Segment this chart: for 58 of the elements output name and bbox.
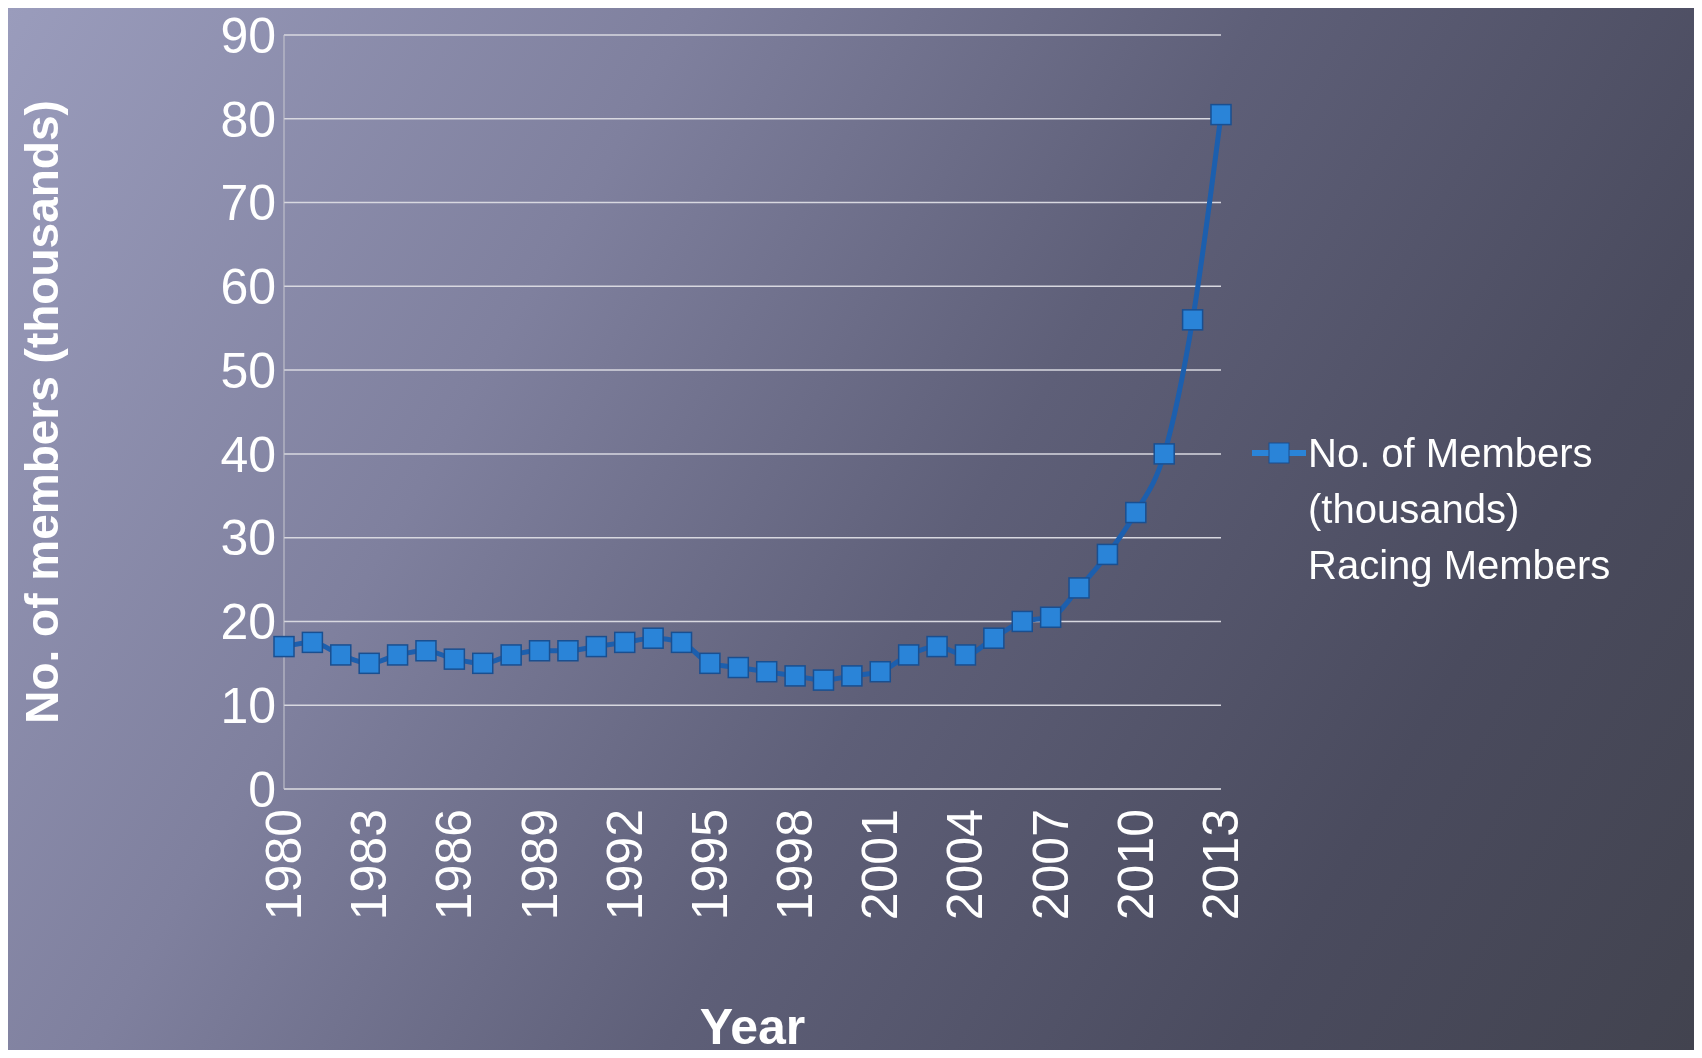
x-tick-label: 2013 bbox=[1193, 809, 1249, 921]
y-tick-label: 80 bbox=[220, 91, 276, 148]
y-axis-title: No. of members (thousands) bbox=[16, 100, 69, 724]
point bbox=[386, 644, 409, 666]
x-tick-label: 1983 bbox=[341, 809, 398, 921]
x-tick-label: 2004 bbox=[937, 809, 994, 921]
point bbox=[699, 652, 721, 675]
x-tick-label: 1998 bbox=[767, 809, 824, 921]
point bbox=[1153, 443, 1175, 465]
point bbox=[1039, 606, 1062, 629]
y-tick-label: 20 bbox=[220, 594, 276, 651]
point bbox=[358, 652, 380, 675]
point bbox=[273, 635, 295, 658]
point bbox=[983, 627, 1005, 649]
y-tick-label: 90 bbox=[220, 7, 276, 64]
point bbox=[1096, 543, 1119, 566]
point bbox=[472, 652, 494, 675]
point bbox=[784, 665, 806, 687]
y-tick-label: 70 bbox=[220, 175, 276, 232]
x-tick-label: 2007 bbox=[1022, 809, 1079, 921]
y-tick-label: 50 bbox=[220, 342, 276, 399]
y-tick-label: 10 bbox=[220, 677, 276, 734]
point bbox=[869, 660, 892, 683]
point bbox=[812, 669, 835, 691]
point bbox=[670, 631, 693, 654]
legend-label: No. of Members (thousands) bbox=[1308, 430, 1594, 533]
x-tick-label: 1986 bbox=[426, 809, 483, 921]
point bbox=[954, 644, 977, 666]
x-axis-title: Year bbox=[699, 999, 806, 1055]
point bbox=[415, 640, 437, 662]
y-tick-label: 30 bbox=[220, 510, 276, 567]
point bbox=[642, 627, 664, 649]
point bbox=[1210, 103, 1232, 126]
x-tick-label: 1989 bbox=[511, 809, 568, 921]
point bbox=[755, 660, 778, 683]
point bbox=[330, 644, 352, 666]
point bbox=[1181, 309, 1204, 331]
point bbox=[585, 635, 608, 658]
y-tick-label: 60 bbox=[220, 259, 276, 316]
point bbox=[1125, 501, 1147, 524]
point bbox=[1068, 577, 1090, 599]
point bbox=[528, 640, 551, 662]
y-tick-label: 40 bbox=[220, 426, 276, 483]
x-tick-label: 1992 bbox=[596, 809, 653, 921]
point bbox=[1011, 610, 1033, 633]
point bbox=[897, 644, 920, 666]
x-tick-label: 1995 bbox=[681, 809, 738, 921]
x-tick-label: 2010 bbox=[1107, 809, 1164, 921]
point bbox=[926, 635, 948, 658]
point bbox=[727, 656, 750, 679]
point bbox=[557, 640, 579, 662]
point bbox=[841, 665, 863, 687]
point bbox=[443, 648, 466, 670]
point bbox=[613, 631, 636, 654]
text: Racing Members bbox=[1307, 542, 1612, 589]
x-tick-label: 2001 bbox=[852, 809, 909, 921]
point bbox=[500, 644, 522, 666]
point bbox=[301, 631, 324, 654]
